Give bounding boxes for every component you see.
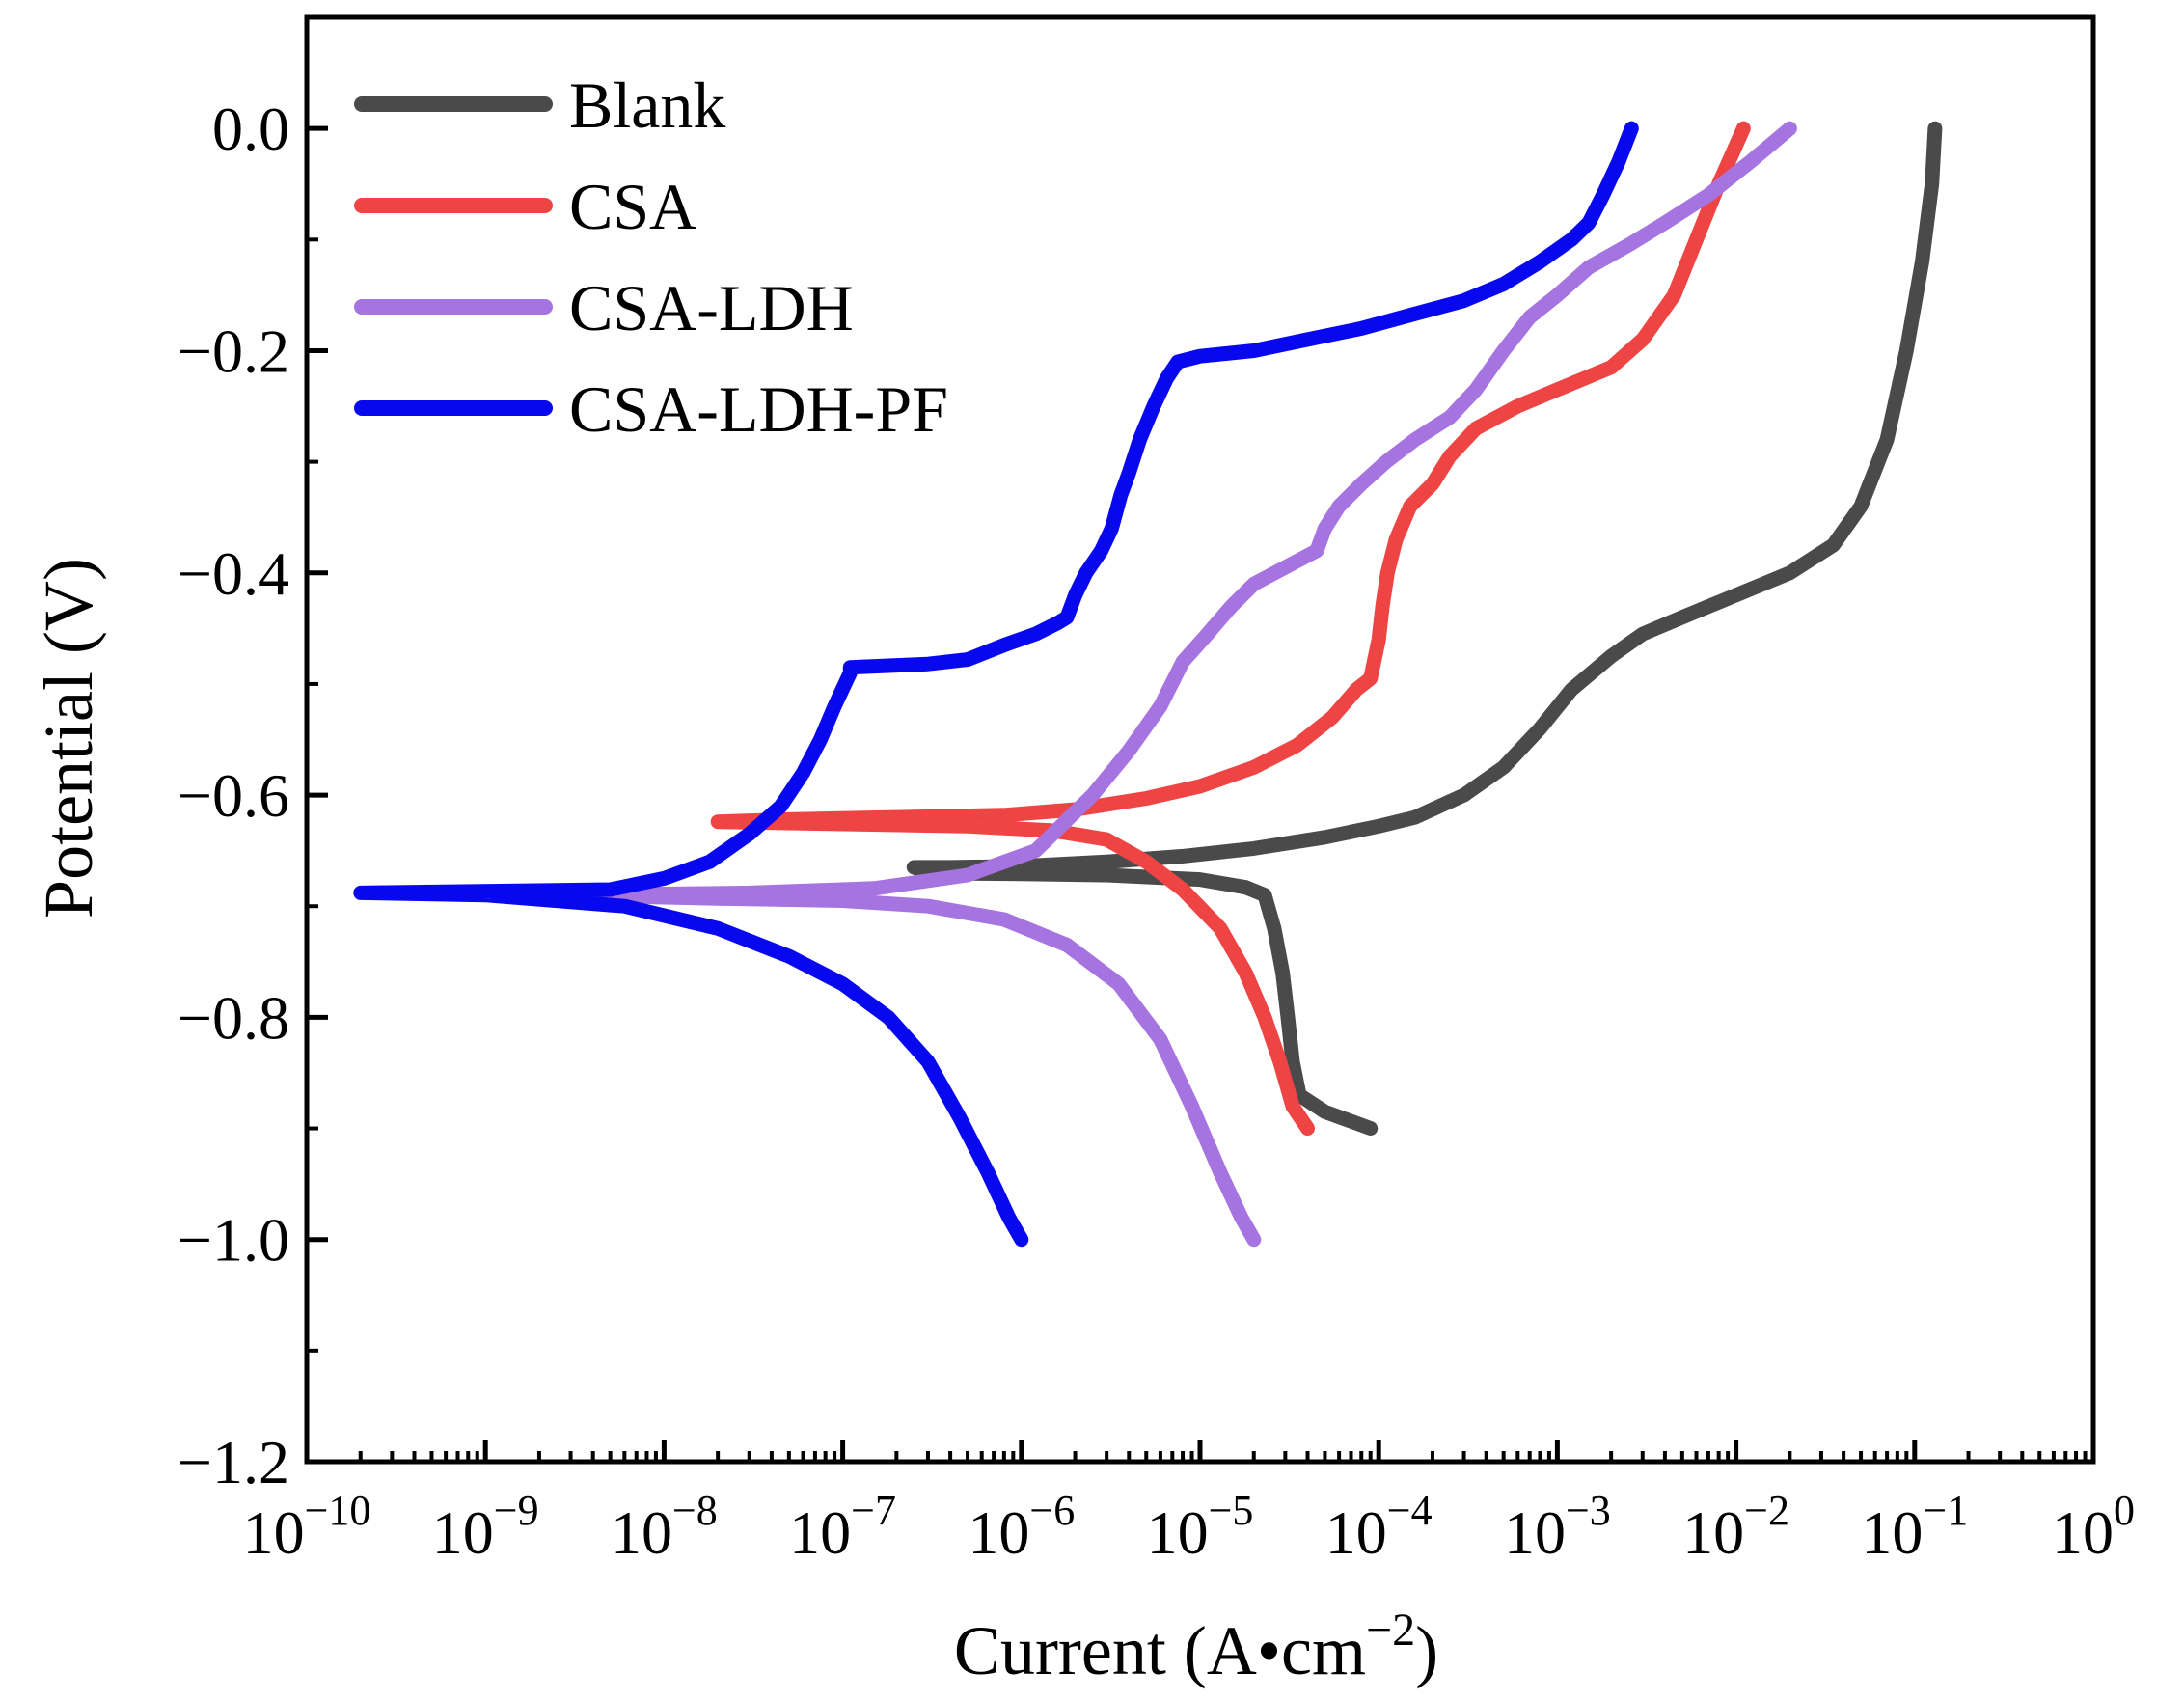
legend: Blank CSA CSA-LDH CSA-LDH-PF [354, 69, 948, 446]
plot-area [353, 121, 1943, 1248]
legend-label-csa-ldh-pf: CSA-LDH-PF [569, 372, 948, 446]
x-axis-label: Current (A•cm−2) [954, 1605, 1438, 1689]
series-line-blank [906, 121, 1943, 1136]
y-tick-label: −1.2 [177, 1428, 289, 1496]
x-tick-label: 10−4 [1325, 1487, 1433, 1567]
y-tick-label: −0.8 [177, 983, 289, 1052]
y-tick-label: −1.0 [177, 1206, 289, 1275]
y-tick-label: −0.4 [177, 539, 289, 608]
x-tick-label: 10−9 [432, 1487, 539, 1567]
x-tick-label: 10−1 [1861, 1487, 1968, 1567]
y-tick-label: 0.0 [212, 95, 289, 163]
legend-label-csa: CSA [569, 170, 696, 243]
axes: 10−10 10−9 10−8 10−7 10−6 10−5 10−4 10−3 10−2 10−… [177, 14, 2135, 1567]
legend-label-csa-ldh: CSA-LDH [569, 271, 854, 344]
legend-label-blank: Blank [569, 69, 725, 142]
x-tick-label: 10−2 [1682, 1487, 1789, 1567]
x-tick-label: 10−7 [789, 1487, 896, 1567]
y-axis-label: Potential (V) [30, 558, 107, 919]
series-line-csa [710, 121, 1751, 1136]
x-tick-label: 10−8 [611, 1487, 718, 1567]
x-tick-label: 100 [2052, 1487, 2135, 1567]
y-tick-label: −0.2 [177, 316, 289, 385]
y-tick-label: −0.6 [177, 761, 289, 830]
x-tick-label: 10−5 [1147, 1487, 1254, 1567]
x-tick-label: 10−6 [968, 1487, 1075, 1567]
x-tick-label: 10−3 [1504, 1487, 1611, 1567]
series-line-csa-ldh [563, 121, 1797, 1248]
x-tick-label: 10−10 [243, 1487, 371, 1567]
series-line-csa-ldh-pf [353, 121, 1639, 1248]
